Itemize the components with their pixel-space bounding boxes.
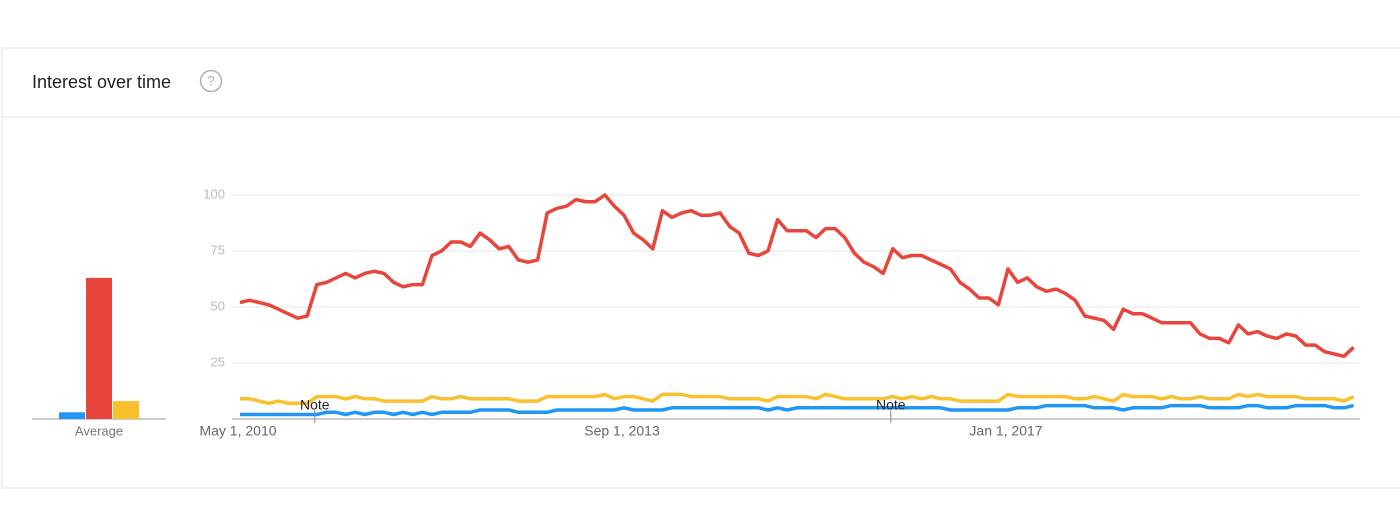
y-tick-label: 75 [211, 242, 225, 257]
help-icon[interactable] [199, 69, 223, 93]
trend-line [239, 193, 1355, 359]
note-label: Note [876, 397, 906, 413]
note-label: Note [300, 397, 330, 413]
x-tick-label: Sep 1, 2013 [584, 423, 660, 439]
y-tick-label: 100 [203, 186, 225, 201]
x-tick-label: Jan 1, 2017 [969, 423, 1042, 439]
y-tick-label: 25 [211, 354, 225, 369]
average-bar [86, 277, 112, 419]
trend-line [240, 392, 1355, 406]
x-tick-label: May 1, 2010 [199, 423, 276, 439]
y-tick-label: 50 [211, 298, 225, 313]
card-frame [1, 47, 1400, 489]
help-icon-glyph[interactable]: ? [207, 73, 215, 89]
trend-line [240, 403, 1354, 417]
average-bar [113, 401, 139, 419]
average-bar [59, 412, 85, 419]
x-category-label: Average [75, 423, 123, 438]
card-title: Interest over time [32, 72, 171, 92]
